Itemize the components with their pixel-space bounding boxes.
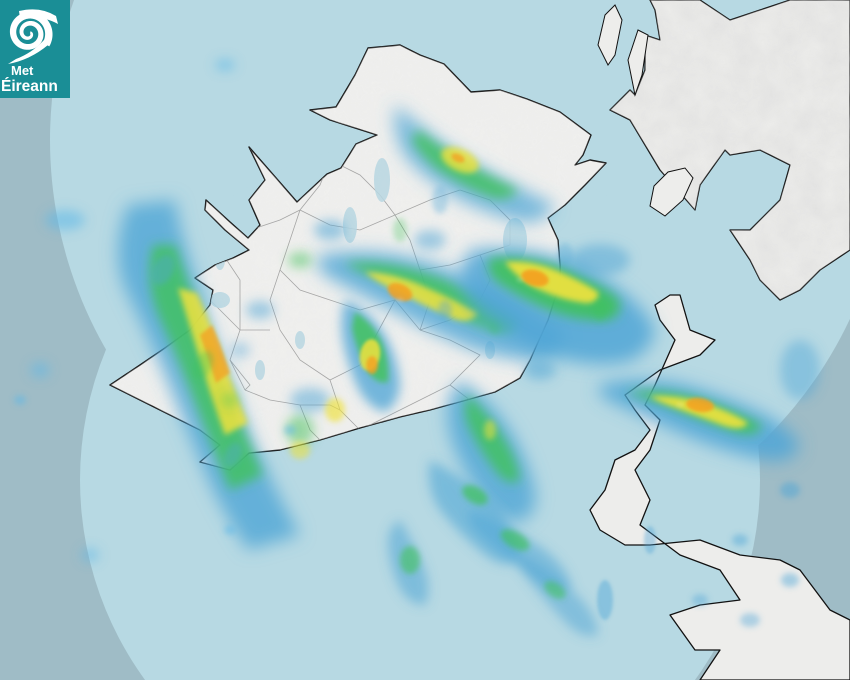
- svg-text:Éireann: Éireann: [1, 78, 58, 95]
- svg-text:Met: Met: [11, 63, 34, 78]
